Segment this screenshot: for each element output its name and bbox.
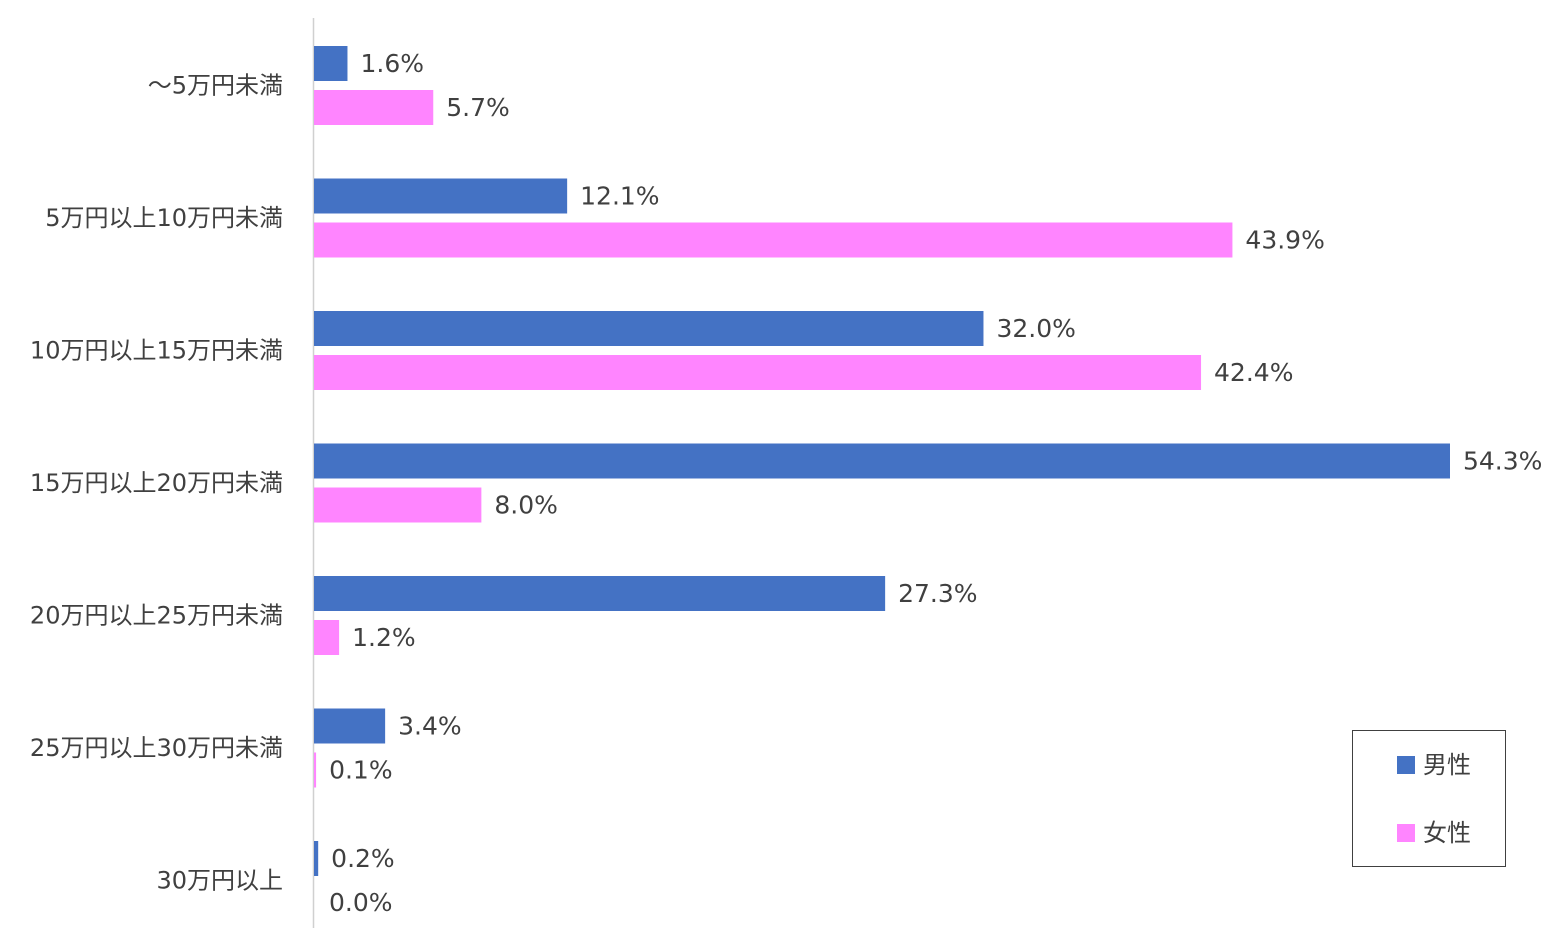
bars <box>314 46 1450 876</box>
bar-female <box>314 222 1233 258</box>
data-label-male: 1.6% <box>360 49 424 78</box>
category-labels: ～5万円未満 5万円以上10万円未満 10万円以上15万円未満 15万円以上20万円未… <box>30 72 283 895</box>
data-label-female: 42.4% <box>1214 358 1293 387</box>
bar-male <box>314 311 984 346</box>
legend: 男性 女性 <box>1352 730 1506 867</box>
bar-female <box>314 620 340 655</box>
data-label-female: 0.0% <box>329 888 393 917</box>
data-label-male: 12.1% <box>580 182 659 211</box>
legend-swatch-male <box>1397 756 1415 774</box>
bar-male <box>314 841 319 876</box>
data-label-female: 43.9% <box>1245 226 1324 255</box>
category-label: 30万円以上 <box>156 867 283 895</box>
bar-female <box>314 90 434 125</box>
category-label: 20万円以上25万円未満 <box>30 602 283 630</box>
bar-male <box>314 443 1450 479</box>
category-label: 25万円以上30万円未満 <box>30 734 283 762</box>
data-label-male: 0.2% <box>331 844 395 873</box>
bar-male <box>314 46 348 81</box>
data-label-male: 27.3% <box>898 579 977 608</box>
data-label-female: 5.7% <box>446 93 510 122</box>
data-label-male: 54.3% <box>1463 447 1542 476</box>
data-labels: 1.6% 5.7% 12.1% 43.9% 32.0% 42.4% 54.3% 8.0% 27.… <box>329 49 1542 917</box>
bar-male <box>314 708 386 744</box>
category-label: 5万円以上10万円未満 <box>45 204 283 232</box>
data-label-male: 3.4% <box>398 712 462 741</box>
legend-label-male: 男性 <box>1423 751 1471 779</box>
category-label: ～5万円未満 <box>148 72 283 100</box>
legend-item-female: 女性 <box>1397 821 1471 845</box>
data-label-female: 1.2% <box>352 623 416 652</box>
legend-item-male: 男性 <box>1397 753 1471 777</box>
bar-female <box>314 487 482 523</box>
bar-female <box>314 355 1202 390</box>
data-label-female: 8.0% <box>494 491 558 520</box>
category-label: 10万円以上15万円未満 <box>30 337 283 365</box>
bar-female <box>314 752 317 788</box>
legend-swatch-female <box>1397 824 1415 842</box>
bar-male <box>314 576 886 611</box>
bar-male <box>314 178 568 214</box>
category-label: 15万円以上20万円未満 <box>30 469 283 497</box>
data-label-male: 32.0% <box>996 314 1075 343</box>
data-label-female: 0.1% <box>329 756 393 785</box>
legend-label-female: 女性 <box>1423 819 1471 847</box>
